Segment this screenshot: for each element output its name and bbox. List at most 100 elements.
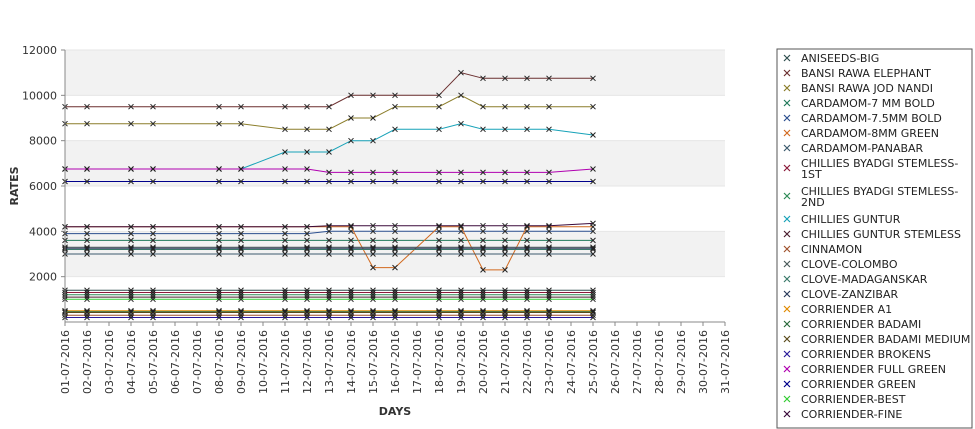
- data-point-marker: [436, 245, 442, 252]
- legend-marker: [783, 260, 791, 268]
- data-point-marker: [84, 287, 90, 294]
- data-point-marker: [216, 223, 222, 230]
- data-point-marker: [150, 291, 156, 298]
- data-point-marker: [524, 169, 530, 176]
- data-point-marker: [150, 244, 156, 251]
- legend-entry: BANSI RAWA JOD NANDI: [801, 82, 933, 95]
- data-point-marker: [436, 309, 442, 316]
- data-point-marker: [524, 222, 530, 229]
- legend-entry: CARDAMOM-7 MM BOLD: [801, 97, 935, 110]
- data-point-marker: [348, 309, 354, 316]
- data-point-marker: [392, 287, 398, 294]
- x-tick-label: 03-07-2016: [103, 330, 116, 394]
- data-point-marker: [238, 296, 244, 303]
- data-point-marker: [590, 132, 596, 138]
- x-tick-label: 20-07-2016: [477, 330, 490, 394]
- data-point-marker: [348, 294, 354, 300]
- data-point-marker: [348, 289, 354, 296]
- data-point-marker: [480, 314, 486, 321]
- data-point-marker: [590, 314, 596, 321]
- data-point-marker: [282, 244, 288, 251]
- x-tick-label: 12-07-2016: [301, 330, 314, 394]
- data-point-marker: [524, 296, 530, 303]
- legend-marker: [783, 84, 791, 92]
- data-point-marker: [436, 296, 442, 303]
- data-point-marker: [590, 291, 596, 298]
- data-point-marker: [436, 237, 442, 244]
- data-point-marker: [370, 294, 376, 300]
- data-point-marker: [480, 294, 486, 300]
- data-point-marker: [524, 291, 530, 298]
- data-point-marker: [524, 223, 530, 230]
- data-point-marker: [546, 126, 552, 133]
- data-point-marker: [128, 287, 134, 294]
- y-tick-label: 10000: [22, 89, 57, 102]
- data-point-marker: [150, 237, 156, 244]
- data-point-marker: [326, 251, 332, 257]
- data-point-marker: [282, 291, 288, 298]
- data-point-marker: [304, 296, 310, 303]
- data-point-marker: [546, 75, 552, 82]
- data-point-marker: [326, 126, 332, 133]
- data-point-marker: [238, 314, 244, 321]
- data-point-marker: [370, 92, 376, 99]
- legend-marker: [783, 410, 791, 418]
- data-point-marker: [546, 287, 552, 294]
- data-point-marker: [282, 166, 288, 172]
- data-point-marker: [590, 75, 596, 82]
- x-tick-label: 11-07-2016: [279, 330, 292, 394]
- data-point-marker: [326, 309, 332, 316]
- data-point-marker: [282, 251, 288, 257]
- data-point-marker: [458, 294, 464, 300]
- data-point-marker: [282, 149, 288, 155]
- data-point-marker: [436, 314, 442, 321]
- data-point-marker: [216, 120, 222, 127]
- data-point-marker: [348, 178, 354, 185]
- data-point-marker: [282, 294, 288, 300]
- data-point-marker: [590, 309, 596, 316]
- data-point-marker: [282, 245, 288, 252]
- data-point-marker: [590, 178, 596, 185]
- data-point-marker: [150, 166, 156, 172]
- legend-marker: [783, 380, 791, 388]
- data-point-marker: [480, 75, 486, 82]
- data-point-marker: [304, 245, 310, 252]
- legend-entry: CORRIENDER BADAMI MEDIUM: [801, 333, 970, 346]
- data-point-marker: [304, 314, 310, 321]
- legend-marker: [783, 129, 791, 137]
- data-point-marker: [392, 264, 398, 271]
- data-point-marker: [436, 289, 442, 296]
- data-point-marker: [524, 126, 530, 133]
- x-tick-label: 21-07-2016: [499, 330, 512, 394]
- data-point-marker: [326, 294, 332, 300]
- data-point-marker: [436, 223, 442, 230]
- data-point-marker: [480, 287, 486, 294]
- legend-marker: [783, 144, 791, 152]
- data-point-marker: [590, 251, 596, 257]
- plot-band: [65, 95, 725, 141]
- x-tick-label: 13-07-2016: [323, 330, 336, 394]
- data-point-marker: [480, 296, 486, 303]
- data-point-marker: [216, 245, 222, 252]
- data-point-marker: [546, 296, 552, 303]
- data-point-marker: [304, 126, 310, 133]
- legend-entry: CORRIENDER A1: [801, 303, 892, 316]
- data-point-marker: [590, 296, 596, 303]
- data-point-marker: [502, 267, 508, 273]
- data-point-marker: [84, 294, 90, 300]
- data-point-marker: [128, 251, 134, 257]
- data-point-marker: [150, 314, 156, 321]
- data-point-marker: [590, 245, 596, 252]
- data-point-marker: [458, 178, 464, 185]
- data-point-marker: [458, 237, 464, 244]
- data-point-marker: [480, 126, 486, 133]
- data-point-marker: [590, 294, 596, 300]
- x-tick-label: 17-07-2016: [411, 330, 424, 394]
- legend-marker: [783, 230, 791, 238]
- data-point-marker: [546, 244, 552, 251]
- x-tick-label: 26-07-2016: [609, 330, 622, 394]
- x-tick-label: 18-07-2016: [433, 330, 446, 394]
- data-point-marker: [348, 92, 354, 99]
- legend-marker: [783, 164, 791, 172]
- data-point-marker: [392, 294, 398, 300]
